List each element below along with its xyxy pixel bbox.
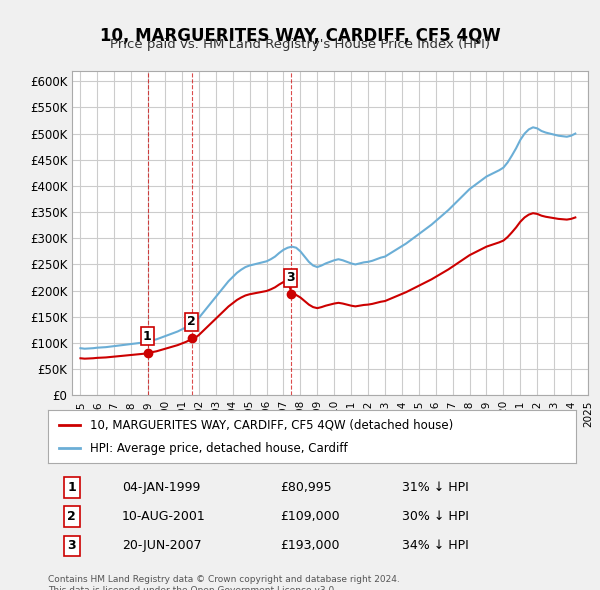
Text: 34% ↓ HPI: 34% ↓ HPI — [402, 539, 469, 552]
Text: 10-AUG-2001: 10-AUG-2001 — [122, 510, 206, 523]
Text: 31% ↓ HPI: 31% ↓ HPI — [402, 481, 469, 494]
Text: 20-JUN-2007: 20-JUN-2007 — [122, 539, 202, 552]
Text: 1: 1 — [143, 330, 152, 343]
Text: 30% ↓ HPI: 30% ↓ HPI — [402, 510, 469, 523]
Text: 04-JAN-1999: 04-JAN-1999 — [122, 481, 200, 494]
Text: 10, MARGUERITES WAY, CARDIFF, CF5 4QW: 10, MARGUERITES WAY, CARDIFF, CF5 4QW — [100, 27, 500, 45]
Text: Contains HM Land Registry data © Crown copyright and database right 2024.
This d: Contains HM Land Registry data © Crown c… — [48, 575, 400, 590]
Text: 3: 3 — [67, 539, 76, 552]
Text: £109,000: £109,000 — [280, 510, 340, 523]
Text: HPI: Average price, detached house, Cardiff: HPI: Average price, detached house, Card… — [90, 442, 348, 455]
Text: £193,000: £193,000 — [280, 539, 340, 552]
Text: 2: 2 — [67, 510, 76, 523]
Text: 10, MARGUERITES WAY, CARDIFF, CF5 4QW (detached house): 10, MARGUERITES WAY, CARDIFF, CF5 4QW (d… — [90, 418, 454, 431]
Text: £80,995: £80,995 — [280, 481, 332, 494]
Text: Price paid vs. HM Land Registry's House Price Index (HPI): Price paid vs. HM Land Registry's House … — [110, 38, 490, 51]
Text: 2: 2 — [187, 315, 196, 328]
Text: 3: 3 — [286, 271, 295, 284]
Text: 1: 1 — [67, 481, 76, 494]
